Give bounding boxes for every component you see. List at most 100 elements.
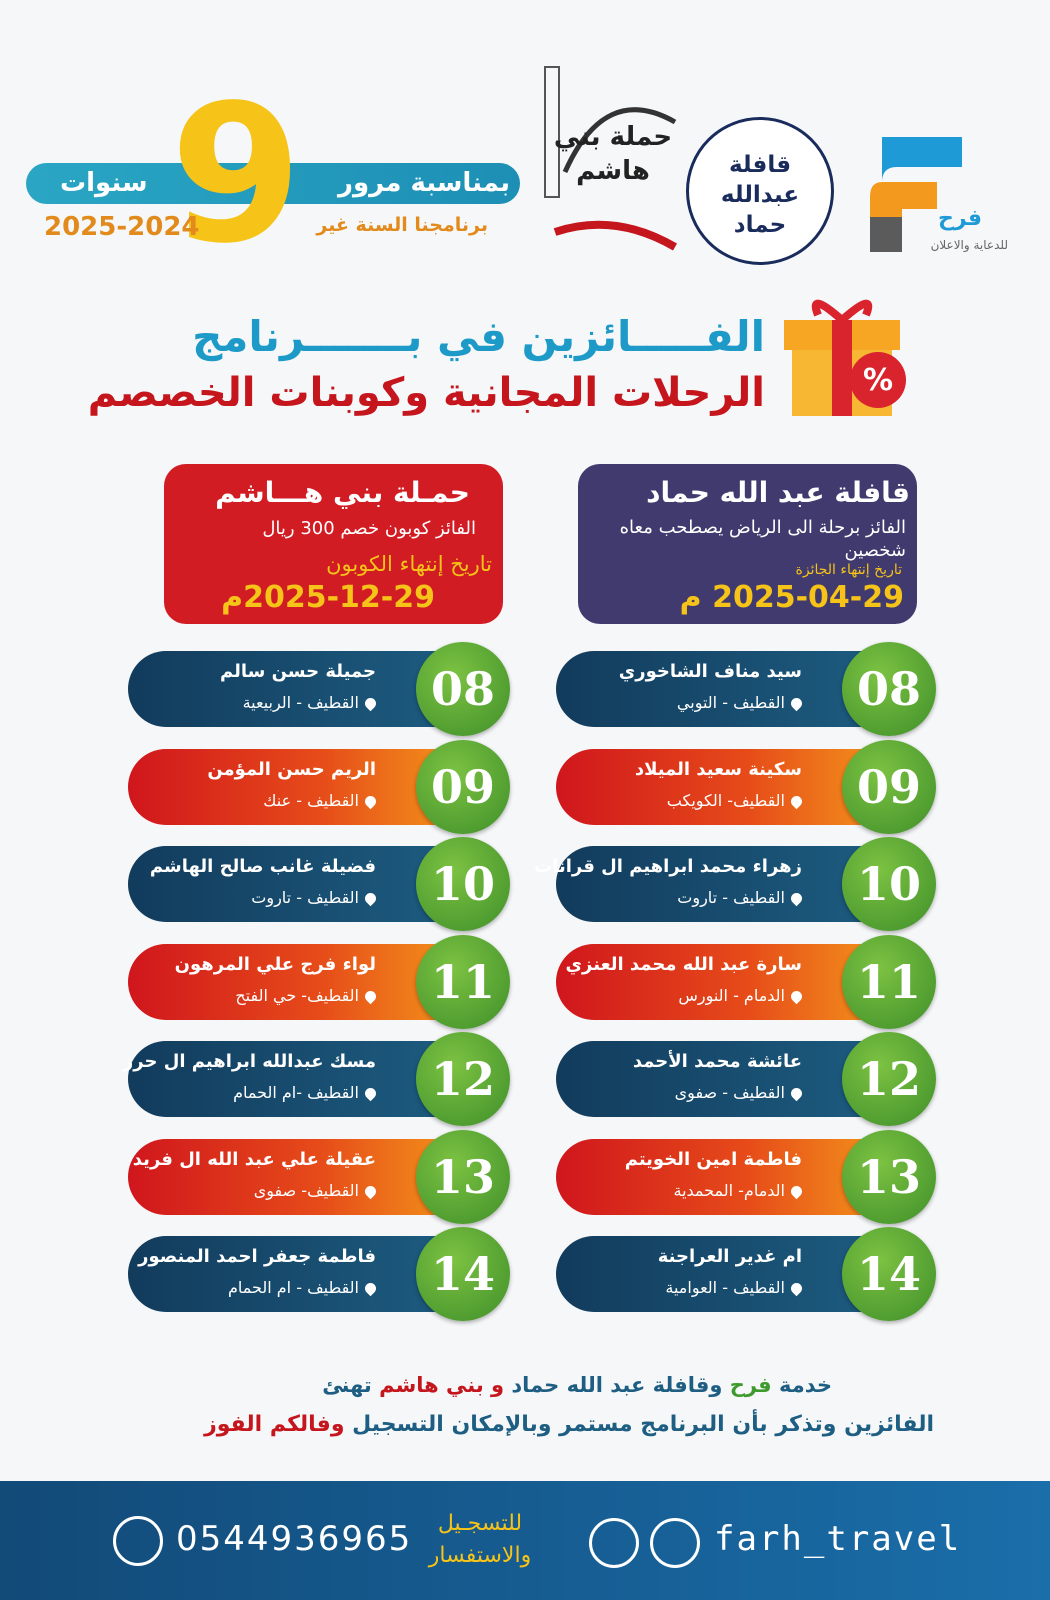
message-line2: الفائزين وتذكر بأن البرنامج مستمر وبالإم… [204, 1412, 934, 1437]
winner-row: فاطمة امين الخويتم الدمام- المحمدية 13 [0, 1129, 1050, 1224]
winner-location: القطيف - تاروت [677, 888, 805, 907]
title-line1: الفـــــائزين في بـــــــرنامج [192, 312, 765, 361]
instagram-icon[interactable] [589, 1518, 639, 1568]
winner-number: 09 [416, 739, 510, 834]
pin-icon [362, 988, 379, 1004]
pin-icon [362, 695, 379, 712]
winner-location: القطيف - تاروت [251, 888, 379, 907]
tagline: برنامجنا السنة غير [316, 214, 488, 236]
winner-number: 12 [842, 1032, 936, 1126]
hashim-logo: حملة بني هاشم [553, 122, 673, 186]
pin-icon [362, 1280, 379, 1297]
years-number: 9 [170, 64, 303, 285]
register-line1: للتسجـيل [437, 1511, 523, 1536]
message-part: الفائزين وتذكر بأن البرنامج مستمر وبالإم… [344, 1412, 934, 1437]
message-part: وفالكم الفوز [204, 1412, 345, 1437]
title-line2: الرحلات المجانية وكوبنات الخصصم [87, 370, 765, 416]
winner-row: فاطمة جعفر احمد المنصور القطيف - ام الحما… [0, 1227, 1050, 1321]
winner-location: الدمام- المحمدية [673, 1180, 805, 1200]
winner-name: فاطمة امين الخويتم [624, 1148, 802, 1170]
message-part: تهنئ [322, 1373, 372, 1397]
card-expiry-label: تاريخ إنتهاء الجائزة [795, 562, 902, 578]
winner-location: القطيف - صفوى [675, 1083, 805, 1102]
winner-number: 10 [416, 837, 510, 931]
pin-icon [362, 1085, 379, 1102]
location-text: القطيف- صفوى [253, 1180, 359, 1200]
winner-pill: سكينة سعيد الميلاد القطيف- الكويكب [556, 748, 902, 825]
winner-location: القطيف - الربيعية [242, 693, 379, 712]
location-text: الدمام- المحمدية [673, 1180, 785, 1200]
winner-row: سيد مناف الشاخوري القطيف - التوبي 08 [0, 642, 1050, 736]
winner-row: فضيلة غانب صالح الهاشم القطيف - تاروت 10 [0, 837, 1050, 931]
winner-number: 12 [416, 1032, 510, 1126]
winner-pill: الريم حسن المؤمن القطيف - عنك [128, 748, 476, 825]
winner-number: 13 [842, 1129, 936, 1224]
message-part: و بني هاشم [371, 1373, 505, 1397]
winner-row: الريم حسن المؤمن القطيف - عنك 09 [0, 739, 1050, 834]
card-expiry-date: 2025-04-29 م [679, 580, 904, 615]
card-desc: الفائز برحلة الى الرياض يصطحب معاه شخصين [619, 517, 906, 561]
location-text: القطيف - الربيعية [242, 693, 359, 712]
winner-name: سكينة سعيد الميلاد [634, 758, 802, 780]
message-part: خدمة [771, 1373, 832, 1397]
winner-name: فاطمة جعفر احمد المنصور [138, 1246, 376, 1267]
winner-location: الدمام - النورس [678, 986, 805, 1005]
winner-row: مسك عبدالله ابراهيم ال حرز القطيف -ام الح… [0, 1032, 1050, 1126]
winner-row: جميلة حسن سالم القطيف - الربيعية 08 [0, 642, 1050, 736]
qafila-card [578, 464, 917, 624]
farah-logo-art [870, 137, 962, 252]
location-text: القطيف- الكويكب [666, 790, 785, 810]
card-title: قافلة عبد الله حماد [646, 476, 910, 509]
qafila-logo: قافلة عبدالله حماد [720, 152, 800, 238]
winner-row: سكينة سعيد الميلاد القطيف- الكويكب 09 [0, 739, 1050, 834]
location-text: القطيف - تاروت [677, 888, 785, 907]
location-text: القطيف - العوامية [665, 1278, 785, 1297]
hashim-logo-art [544, 66, 678, 251]
anniversary-text: بمناسبة مرور [338, 168, 510, 198]
phone[interactable]: 0544936965 [176, 1519, 413, 1559]
winner-name: مسك عبدالله ابراهيم ال حرز [122, 1051, 376, 1072]
message-line1: خدمة فرح وقافلة عبد الله حماد و بني هاشم… [322, 1373, 832, 1397]
hashim-card [164, 464, 503, 624]
winner-row: سارة عبد الله محمد العنزي الدمام - النورس… [0, 934, 1050, 1029]
winner-name: لواء فرج علي المرهون [174, 953, 376, 975]
winner-number: 11 [842, 934, 936, 1029]
svg-text:%: % [863, 363, 893, 398]
snapchat-icon[interactable] [650, 1518, 700, 1568]
winner-number: 10 [842, 837, 936, 931]
card-title: حمـلة بني هـــاشم [215, 476, 470, 509]
winner-location: القطيف- حي الفتح [235, 985, 379, 1005]
winner-row: عائشة محمد الأحمد القطيف - صفوى 12 [0, 1032, 1050, 1126]
winner-number: 08 [842, 642, 936, 736]
whatsapp-icon [113, 1516, 163, 1566]
register-label: للتسجـيل والاستفسار [410, 1508, 550, 1572]
winner-row: عقيلة علي عبد الله ال فريد القطيف- صفوى 13 [0, 1129, 1050, 1224]
location-text: القطيف - عنك [263, 790, 359, 810]
winner-location: القطيف- صفوى [253, 1180, 379, 1200]
winner-name: جميلة حسن سالم [219, 661, 376, 682]
winner-number: 08 [416, 642, 510, 736]
winner-row: زهراء محمد ابراهيم ال قرانات القطيف - تار… [0, 837, 1050, 931]
winner-name: ام غدير العراجنة [657, 1246, 802, 1267]
winner-number: 09 [842, 739, 936, 834]
register-line2: والاستفسار [428, 1543, 532, 1568]
location-text: القطيف- حي الفتح [235, 985, 359, 1005]
message-part: وقافلة عبد الله حماد [504, 1373, 723, 1397]
winner-name: سارة عبد الله محمد العنزي [565, 953, 802, 975]
location-text: القطيف - التوبي [676, 693, 785, 712]
farah-logo-slogan: للدعاية والاعلان [930, 238, 1008, 252]
winner-location: القطيف -ام الحمام [233, 1083, 379, 1102]
winner-name: فضيلة غانب صالح الهاشم [149, 856, 376, 877]
message-part: فرح [722, 1373, 772, 1397]
winner-location: القطيف - عنك [263, 790, 379, 810]
card-desc: الفائز كوبون خصم 300 ريال [262, 518, 476, 539]
season: 2025-2024 [44, 212, 200, 242]
anniversary-banner [26, 163, 520, 204]
footer-bar [0, 1481, 1050, 1600]
social-handle[interactable]: farh_travel [714, 1519, 962, 1559]
winner-name: الريم حسن المؤمن [207, 758, 376, 780]
location-text: القطيف - ام الحمام [228, 1278, 359, 1297]
winner-row: ام غدير العراجنة القطيف - العوامية 14 [0, 1227, 1050, 1321]
winner-location: القطيف- الكويكب [666, 790, 805, 810]
